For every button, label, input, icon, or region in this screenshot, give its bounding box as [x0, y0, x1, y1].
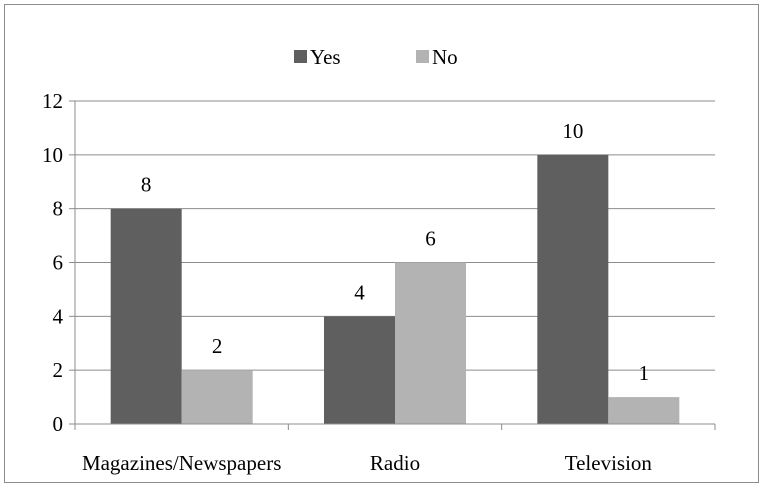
legend: Yes No [294, 45, 458, 69]
bar-no-1 [181, 370, 253, 424]
bar-yes-1 [110, 208, 182, 424]
legend-swatch-yes [294, 50, 307, 63]
y-tick-label: 10 [42, 143, 63, 167]
y-tick-label: 6 [53, 251, 64, 275]
y-tick-label: 2 [53, 358, 64, 382]
x-tick-label: Magazines/Newspapers [82, 451, 281, 475]
y-tick-label: 4 [53, 304, 64, 328]
data-labels: 8 2 4 6 10 1 [141, 119, 649, 385]
data-label: 8 [141, 173, 152, 197]
legend-swatch-no [416, 50, 429, 63]
bar-no-3 [608, 397, 680, 424]
data-label: 1 [639, 361, 650, 385]
data-label: 2 [212, 334, 223, 358]
y-axis: 0 2 4 6 8 10 12 [42, 89, 76, 436]
bar-yes-2 [324, 316, 395, 424]
data-label: 10 [562, 119, 583, 143]
bar-no-2 [395, 262, 466, 424]
legend-label-yes: Yes [310, 45, 341, 69]
y-tick-label: 0 [53, 412, 64, 436]
bars [110, 154, 680, 425]
data-label: 4 [354, 280, 365, 304]
x-tick-label: Television [565, 451, 653, 475]
y-tick-label: 12 [42, 89, 63, 113]
bar-yes-3 [537, 154, 609, 425]
data-label: 6 [425, 227, 436, 251]
x-tick-label: Radio [370, 451, 420, 475]
legend-label-no: No [432, 45, 458, 69]
x-axis: Magazines/Newspapers Radio Television [74, 423, 716, 475]
y-tick-label: 8 [53, 197, 64, 221]
